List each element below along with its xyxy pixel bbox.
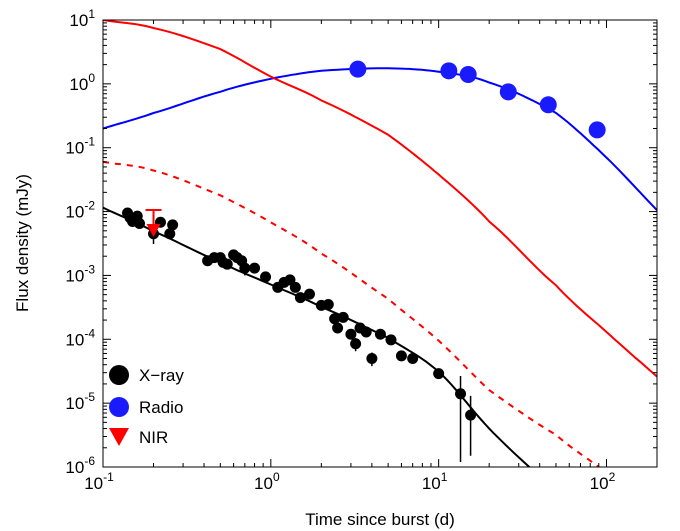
model-curve [103,67,657,211]
y-tick-label: 10-6 [65,454,95,477]
xray-data-point [249,262,261,274]
y-axis-label: Flux density (mJy) [13,174,32,312]
xray-data-point [294,292,306,304]
xray-data-point [322,299,334,311]
xray-data-point [455,388,467,400]
x-tick-label: 102 [590,470,616,493]
legend-label: Radio [139,398,183,417]
xray-data-point [239,262,251,274]
tick-labels: 10-1 100 101 102 101 100 10-1 10-2 10-3 10-4 10-5 1… [65,7,615,493]
xray-data-point [345,328,357,340]
xray-data-point [360,326,372,338]
xray-data-point [289,281,301,293]
xray-data-point [332,322,344,334]
radio-data-point [499,83,517,101]
xray-data-point [395,350,407,362]
legend-label: NIR [139,428,168,447]
radio-data-point [440,62,458,80]
legend-marker [109,397,129,417]
radio-data-point [539,96,557,114]
y-tick-label: 10-2 [65,199,95,222]
plot-frame [102,19,658,468]
xray-data-point [329,313,341,325]
radio-data-point [588,121,606,139]
model-curves [103,20,657,467]
y-tick-label: 101 [69,7,95,30]
xray-data-point [366,353,378,365]
xray-data-point [167,219,179,231]
xray-data-point [164,228,176,240]
xray-data-point [407,353,419,365]
y-tick-label: 100 [69,71,95,94]
xray-data-point [304,288,316,300]
y-tick-label: 10-4 [65,326,95,349]
x-tick-label: 10-1 [84,470,114,493]
xray-data-point [133,218,145,230]
model-curve [103,206,531,467]
x-axis-label: Time since burst (d) [305,510,455,529]
xray-data-point [260,271,272,283]
data-points [122,60,606,462]
xray-data-point [374,328,386,340]
xray-data-point [350,338,362,350]
y-tick-label: 10-1 [65,135,95,158]
xray-data-point [221,258,233,270]
legend-marker [109,365,129,385]
xray-data-point [433,368,445,380]
y-tick-label: 10-3 [65,262,95,285]
x-tick-label: 100 [254,470,280,493]
radio-data-point [349,60,367,78]
model-curve [103,160,600,467]
axis-ticks [102,19,658,468]
legend-marker [109,428,129,446]
y-tick-label: 10-5 [65,390,95,413]
legend: X−ray Radio NIR [109,365,184,447]
legend-label: X−ray [139,366,184,385]
nir-upper-limit-marker [146,223,161,237]
model-curve [103,20,657,378]
xray-data-point [337,311,349,323]
xray-data-point [385,334,397,346]
xray-data-point [465,409,477,421]
radio-data-point [459,66,477,84]
x-tick-label: 101 [422,470,448,493]
